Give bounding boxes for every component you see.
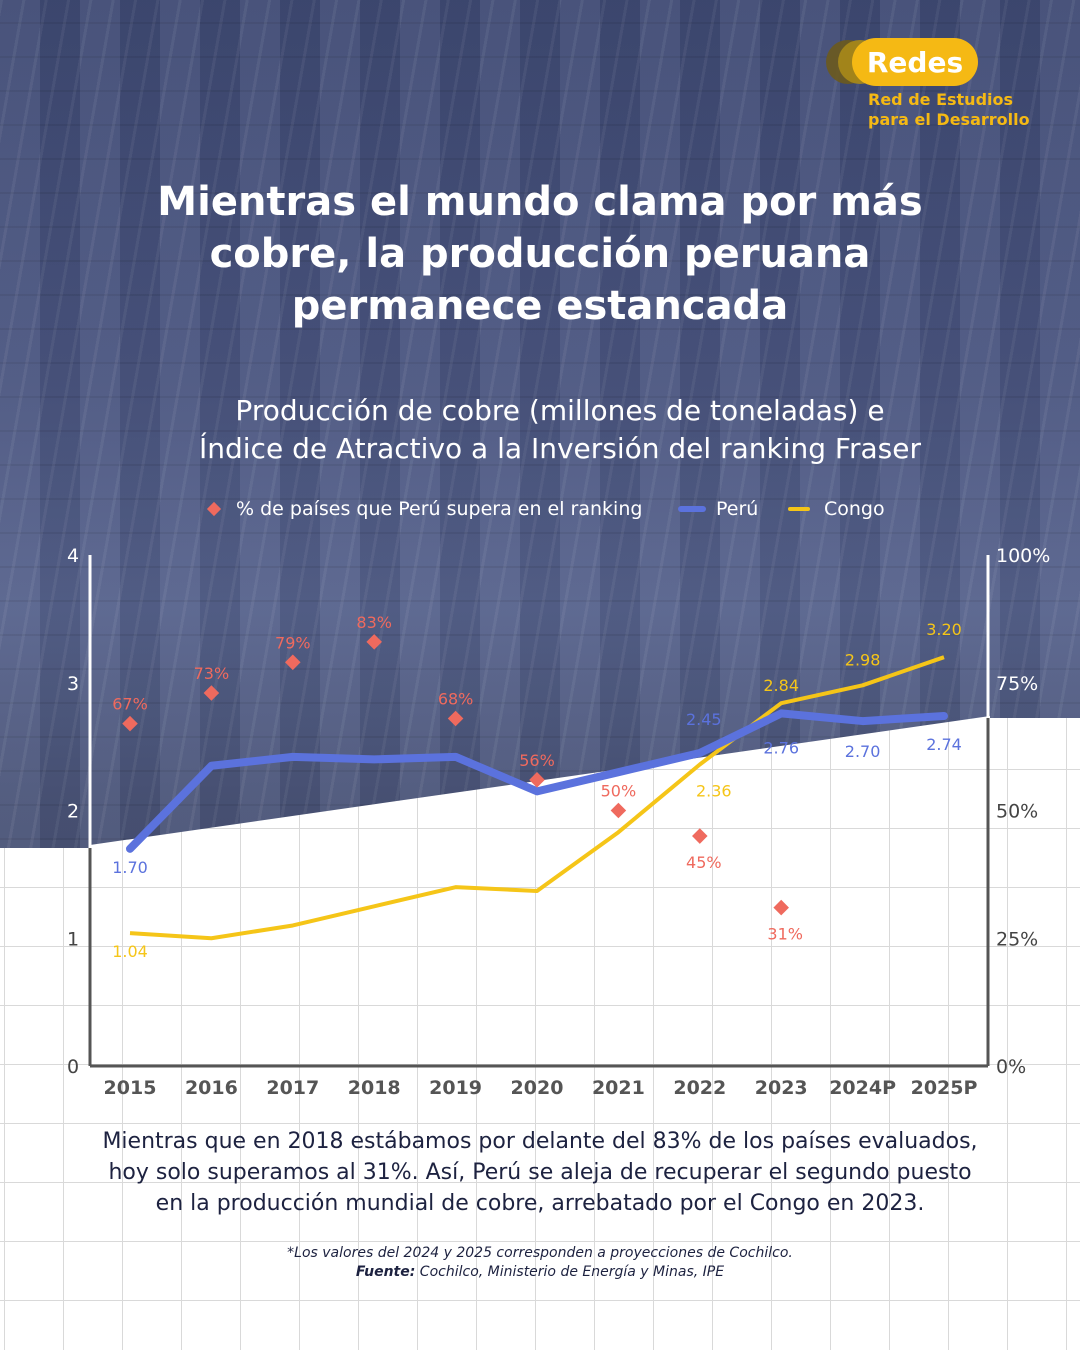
x-tick-label: 2019 xyxy=(429,1077,482,1099)
footnote-source-text: Cochilco, Ministerio de Energía y Minas,… xyxy=(415,1264,725,1280)
peru-series xyxy=(126,709,948,853)
ranking-diamond xyxy=(692,828,708,844)
legend-item-ranking: % de países que Perú supera en el rankin… xyxy=(206,498,642,520)
ranking-label: 31% xyxy=(767,925,803,944)
y-left-tick-label: 3 xyxy=(67,673,79,695)
x-tick-label: 2024P xyxy=(829,1077,896,1099)
ranking-diamond xyxy=(122,715,138,732)
y-left-tick-label: 4 xyxy=(67,545,79,567)
chart-title: Producción de cobre (millones de tonelad… xyxy=(199,394,921,465)
peru-value-label: 2.76 xyxy=(763,738,799,757)
ranking-label: 73% xyxy=(194,664,230,683)
y-right-tick-label: 25% xyxy=(996,928,1038,950)
x-tick-label: 2021 xyxy=(592,1077,645,1099)
x-tick-label: 2015 xyxy=(104,1077,157,1099)
peru-line xyxy=(126,709,948,853)
data-labels: 1.70 2.45 2.76 2.70 2.74 1.04 2.36 2.84 2.98 3.20 xyxy=(112,620,962,961)
x-tick-label: 2023 xyxy=(755,1077,808,1099)
y-right-tick-label: 100% xyxy=(996,545,1050,567)
peru-value-label: 2.45 xyxy=(686,710,722,729)
ranking-series: 67% 73% 79% 83% 68% 56% 50% 45% 31% xyxy=(112,613,803,944)
footnote-note: *Los valores del 2024 y 2025 corresponde… xyxy=(287,1245,793,1261)
y-right-tick-label: 50% xyxy=(996,801,1038,823)
y-left-tick-label: 0 xyxy=(67,1056,79,1078)
ranking-label: 56% xyxy=(519,751,555,770)
congo-series xyxy=(129,655,945,941)
ranking-diamond xyxy=(285,654,301,671)
ranking-diamond xyxy=(366,634,382,650)
ranking-label: 50% xyxy=(601,782,637,801)
footnote-source: Fuente: Cochilco, Ministerio de Energía … xyxy=(140,1263,940,1282)
ranking-diamond xyxy=(447,710,464,727)
congo-value-label: 3.20 xyxy=(926,620,962,639)
logo-name: Redes xyxy=(866,45,964,79)
diamond-icon xyxy=(206,501,222,517)
congo-value-label: 2.84 xyxy=(763,676,799,695)
legend: % de países que Perú supera en el rankin… xyxy=(0,498,1080,528)
x-tick-label: 2018 xyxy=(348,1077,401,1099)
legend-label-peru: Perú xyxy=(716,498,759,520)
legend-item-congo: Congo xyxy=(788,498,885,520)
ranking-diamond xyxy=(529,772,545,788)
caption: Mientras que en 2018 estábamos por delan… xyxy=(102,1129,978,1216)
ranking-label: 79% xyxy=(275,633,311,652)
x-tick-label: 2016 xyxy=(185,1077,238,1099)
peru-value-label: 2.74 xyxy=(926,735,962,754)
congo-line xyxy=(129,655,945,941)
peru-value-label: 2.70 xyxy=(845,742,881,761)
ranking-diamond xyxy=(203,685,220,701)
ranking-label: 68% xyxy=(438,690,474,709)
axes: 0 1 2 3 4 0% 25% 50% 75% 100% 2015 2016 2017 2018 2019… xyxy=(67,545,1050,1099)
footnote: *Los valores del 2024 y 2025 corresponde… xyxy=(140,1244,940,1282)
footnote-source-label: Fuente: xyxy=(355,1264,416,1280)
ranking-label: 45% xyxy=(686,853,722,872)
legend-item-peru: Perú xyxy=(678,498,758,520)
logo: Redes Red de Estudios para el Desarrollo xyxy=(822,36,1042,136)
x-tick-label: 2025P xyxy=(911,1077,978,1099)
legend-label-ranking: % de países que Perú supera en el rankin… xyxy=(236,498,643,520)
congo-value-label: 2.36 xyxy=(696,782,732,801)
congo-value-label: 2.98 xyxy=(845,650,881,669)
blue-line-icon xyxy=(678,506,706,512)
y-left-tick-label: 2 xyxy=(67,801,79,823)
logo-subtitle-line2: para el Desarrollo xyxy=(868,110,1030,129)
logo-pill: Redes xyxy=(852,38,978,86)
x-tick-label: 2022 xyxy=(673,1077,726,1099)
chart: 0 1 2 3 4 0% 25% 50% 75% 100% 2015 2016 2017 2018 2019… xyxy=(66,545,1050,1099)
x-tick-label: 2020 xyxy=(511,1077,564,1099)
headline: Mientras el mundo clama por más cobre, l… xyxy=(157,179,923,329)
ranking-label: 67% xyxy=(112,695,148,714)
yellow-line-icon xyxy=(788,507,810,511)
logo-subtitle-line1: Red de Estudios xyxy=(868,90,1014,109)
y-right-tick-label: 0% xyxy=(996,1056,1026,1078)
logo-subtitle: Red de Estudios para el Desarrollo xyxy=(868,90,1030,130)
y-right-tick-label: 75% xyxy=(996,673,1038,695)
congo-value-label: 1.04 xyxy=(112,942,148,961)
ranking-label: 83% xyxy=(356,613,392,632)
y-left-tick-label: 1 xyxy=(67,928,79,950)
x-tick-label: 2017 xyxy=(266,1077,319,1099)
ranking-diamond xyxy=(773,899,789,916)
ranking-diamond xyxy=(610,802,627,819)
peru-value-label: 1.70 xyxy=(112,858,148,877)
legend-label-congo: Congo xyxy=(824,498,885,520)
